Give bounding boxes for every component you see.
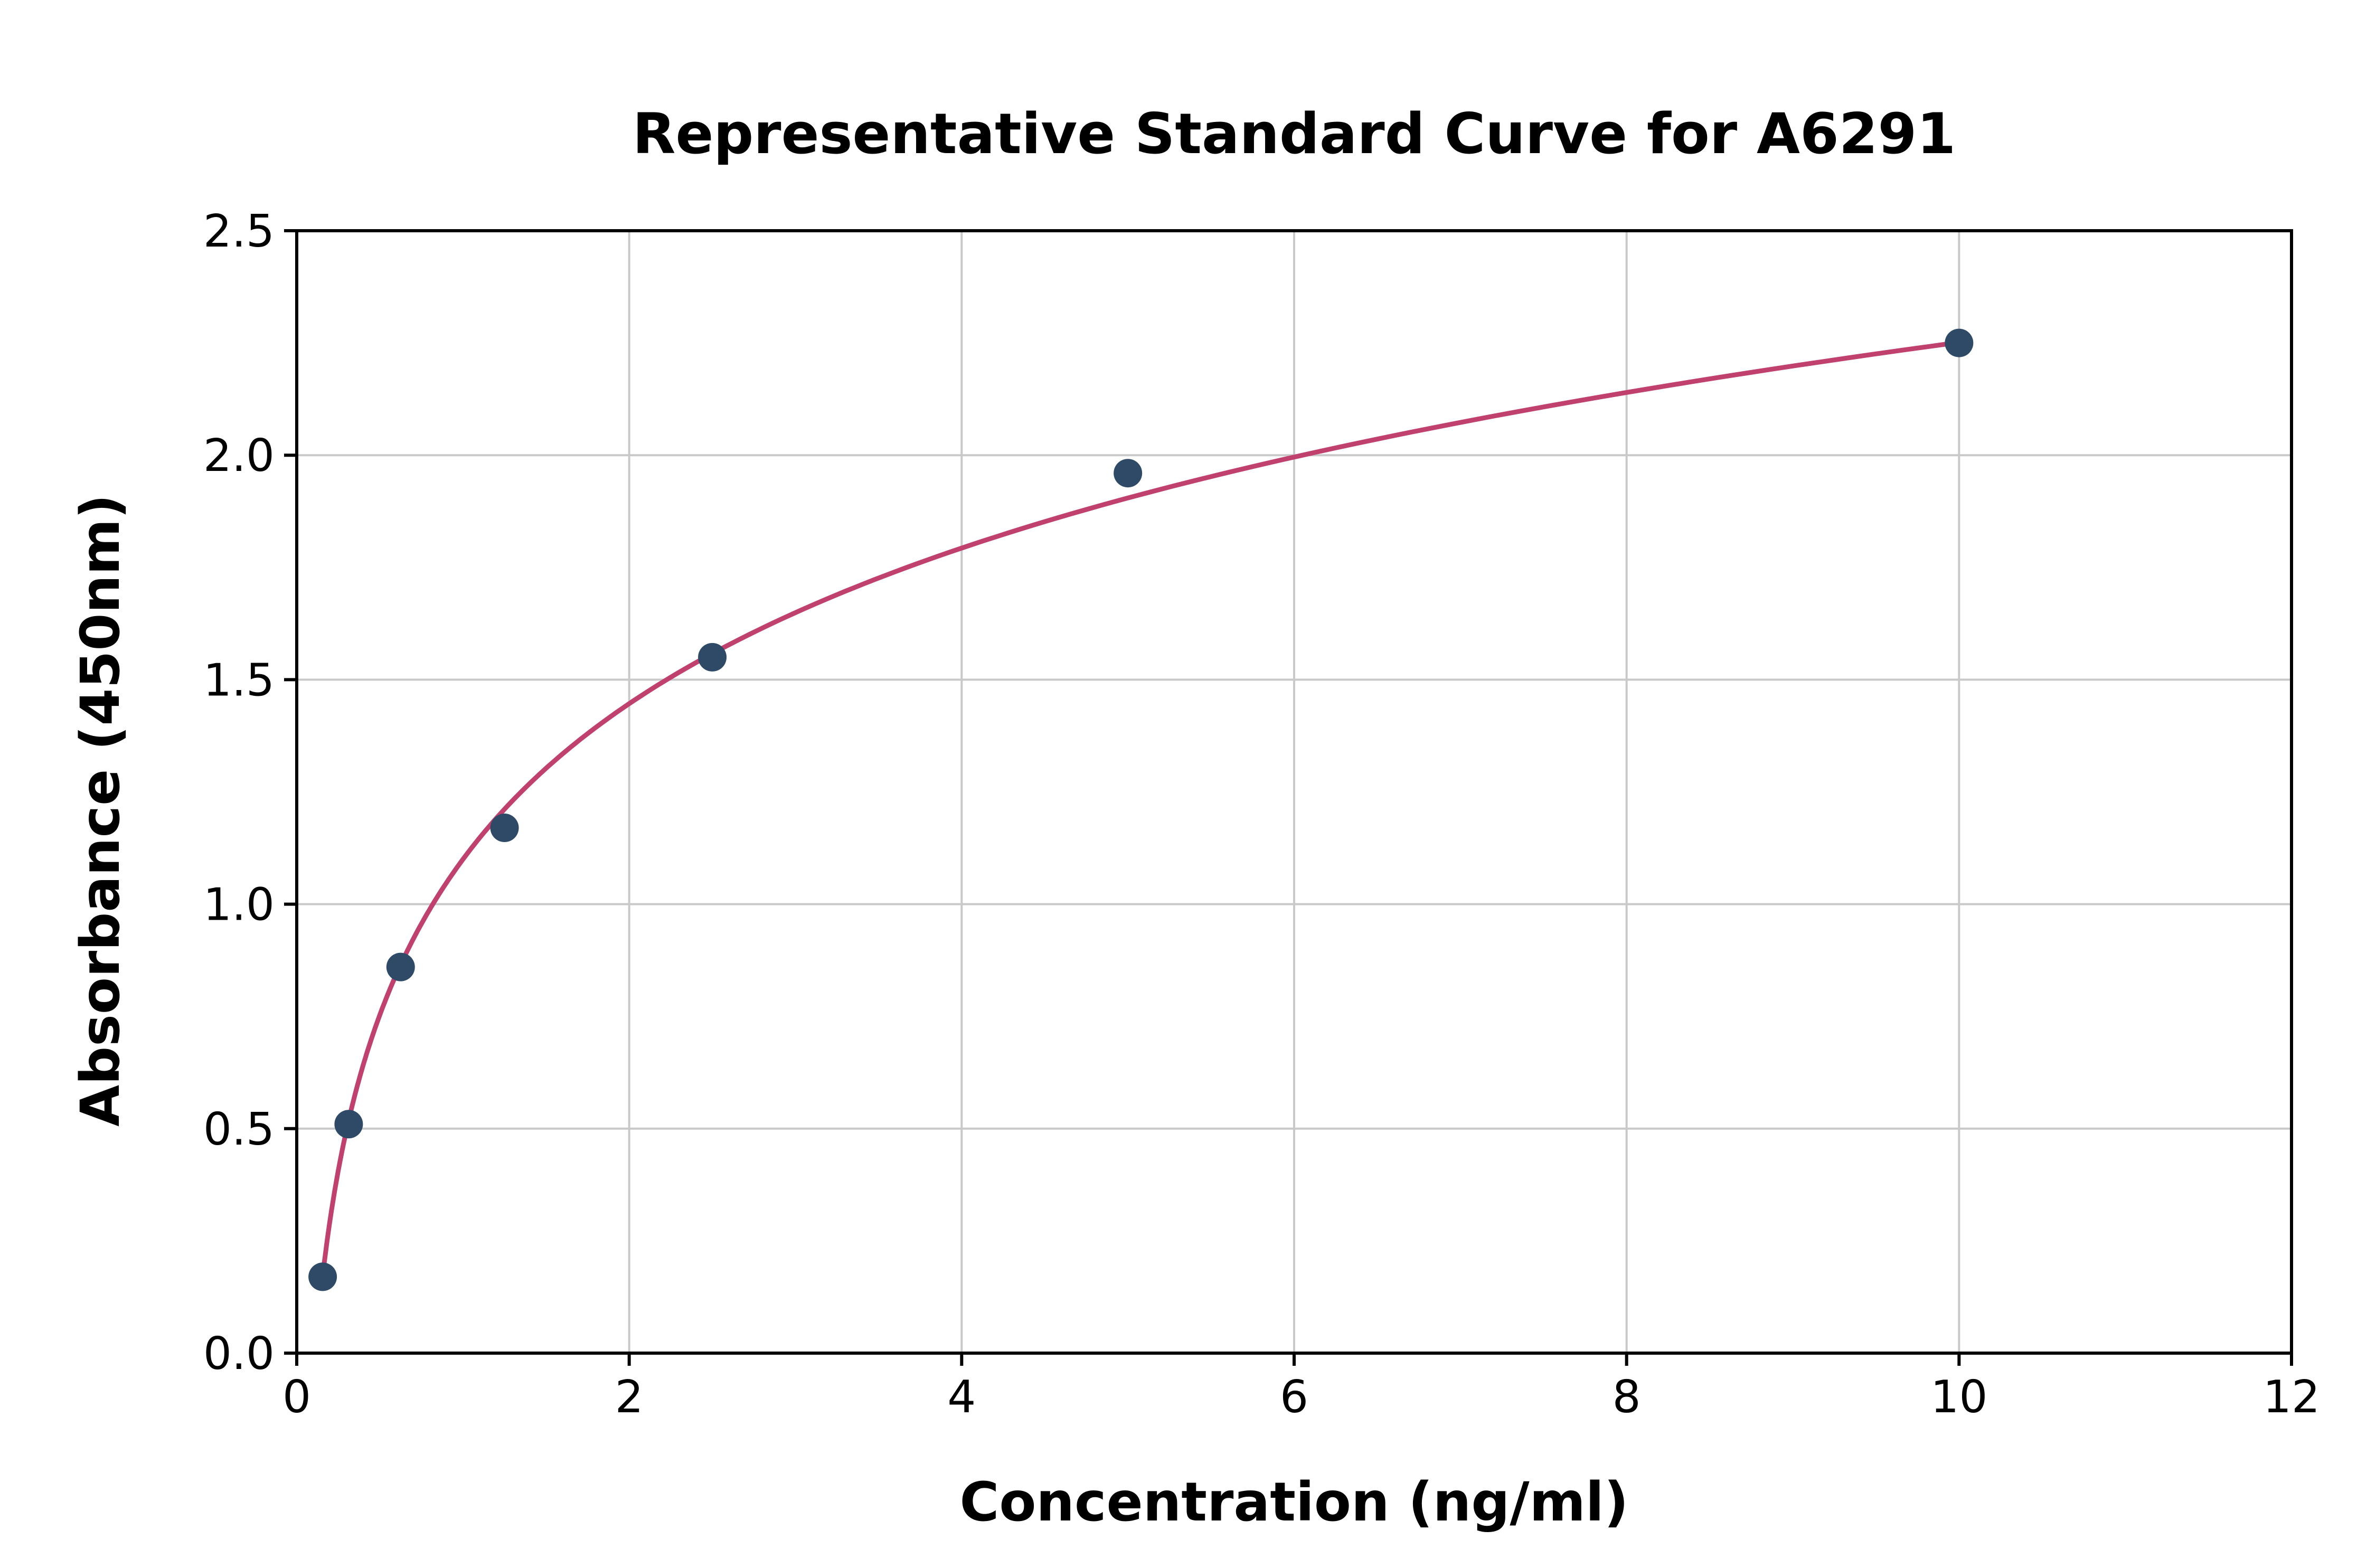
y-tick-label: 2.5 bbox=[203, 205, 275, 258]
x-tick-label: 0 bbox=[282, 1371, 311, 1423]
data-point bbox=[698, 643, 727, 672]
data-point bbox=[490, 814, 519, 843]
data-point bbox=[1945, 328, 1974, 357]
grid-lines bbox=[296, 230, 2293, 1354]
fitted-curve bbox=[320, 340, 1962, 1279]
y-tick-label: 2.0 bbox=[203, 430, 275, 482]
curve-path bbox=[320, 340, 1962, 1279]
y-axis-label: Absorbance (450nm) bbox=[69, 494, 132, 1127]
plot-border bbox=[295, 229, 2293, 1355]
x-tick-label: 4 bbox=[947, 1371, 976, 1423]
x-tick-label: 12 bbox=[2263, 1371, 2320, 1423]
data-point bbox=[308, 1262, 337, 1291]
x-tick-label: 2 bbox=[615, 1371, 644, 1423]
y-tick-label: 0.5 bbox=[203, 1103, 275, 1156]
chart-title: Representative Standard Curve for A6291 bbox=[633, 101, 1956, 166]
y-tick-label: 1.5 bbox=[203, 654, 275, 706]
axis-ticks: 0 2 4 6 8 10 12 0.0 0.5 1.0 1.5 2.0 2.5 bbox=[203, 205, 2320, 1423]
data-points bbox=[308, 328, 1974, 1291]
x-tick-label: 6 bbox=[1280, 1371, 1308, 1423]
x-axis-label: Concentration (ng/ml) bbox=[960, 1471, 1629, 1534]
y-tick-label: 1.0 bbox=[203, 879, 275, 931]
data-point bbox=[1114, 459, 1143, 488]
x-tick-label: 10 bbox=[1930, 1371, 1987, 1423]
data-point bbox=[386, 952, 415, 981]
y-tick-label: 0.0 bbox=[203, 1328, 275, 1380]
data-point bbox=[334, 1110, 363, 1139]
x-tick-label: 8 bbox=[1613, 1371, 1641, 1423]
